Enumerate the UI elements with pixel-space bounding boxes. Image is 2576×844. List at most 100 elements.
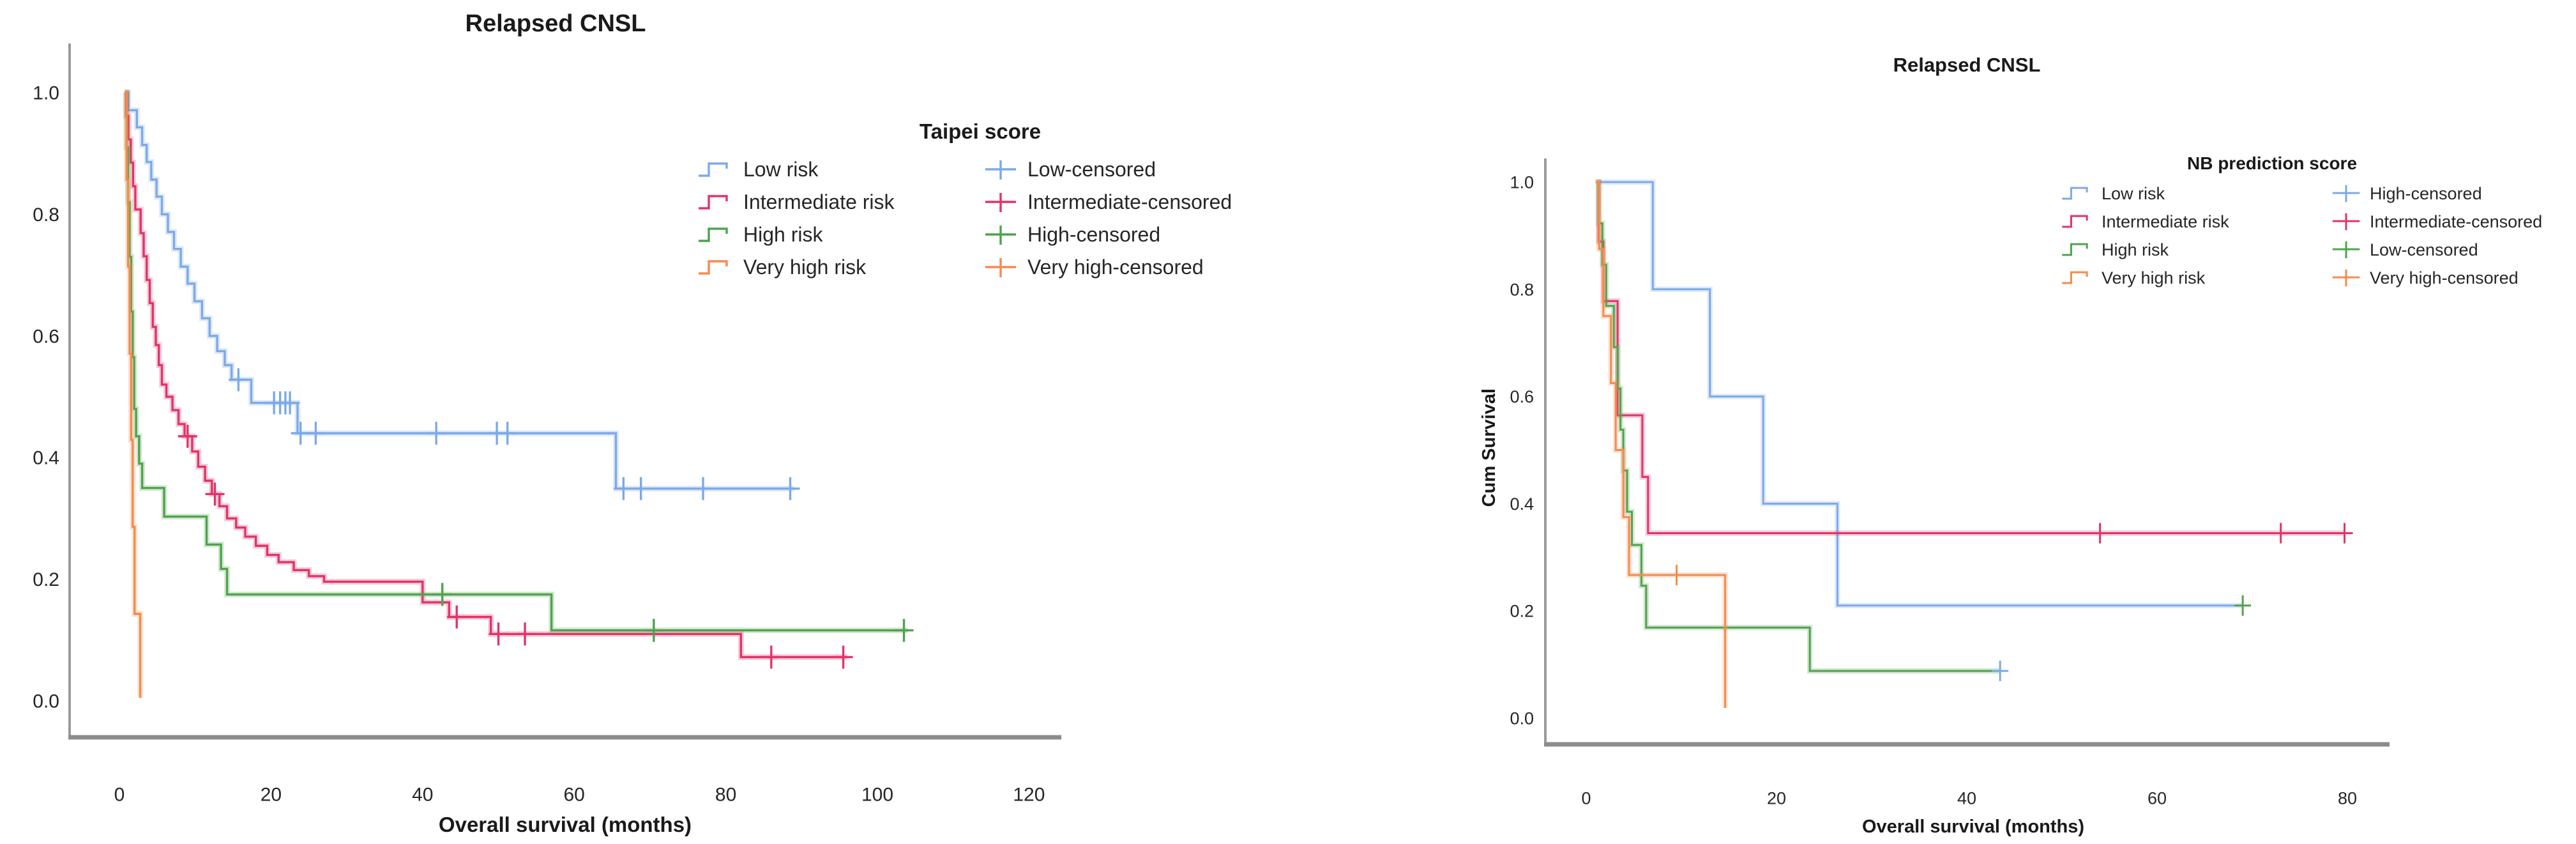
axes [1544,158,2390,747]
censor-marks-high-risk [1992,661,2009,682]
legend-item-high-censored: High-censored [2266,180,2547,208]
legend-item-very-high-censored: Very high-censored [2266,264,2547,292]
legend-label: High risk [743,223,823,246]
censor-marks-low-risk [229,368,800,500]
svg-text:80: 80 [2338,788,2357,808]
svg-text:0.4: 0.4 [1510,495,1534,514]
legend-label: Intermediate-censored [1027,190,1232,213]
svg-text:0: 0 [1581,788,1591,808]
series-low-risk [1597,179,2243,609]
svg-text:100: 100 [861,785,893,806]
legend-label: High-censored [2370,183,2482,203]
right-legend: NB prediction score Low risk High-censor… [1997,152,2547,292]
series-high-risk [123,89,908,634]
svg-text:60: 60 [564,785,585,806]
svg-text:20: 20 [261,785,282,806]
survival-curves [1595,179,2345,709]
legend-label: Low risk [2102,183,2165,203]
right-legend-grid: Low risk High-censored Intermediate risk… [1997,180,2547,292]
svg-text:0.8: 0.8 [1510,280,1534,299]
right-chart-title: Relapsed CNSL [1893,54,2041,76]
svg-text:1.0: 1.0 [33,83,59,104]
legend-item-very-high-risk: Very high risk [693,251,977,284]
step-line-swatch-icon [699,162,728,177]
left-x-axis-title: Overall survival (months) [438,813,692,836]
censor-cross-swatch-icon [985,225,1016,245]
svg-text:0.6: 0.6 [33,326,59,347]
svg-text:40: 40 [412,785,433,806]
legend-item-high-risk: High risk [1997,236,2266,264]
step-line-swatch-icon [699,194,728,210]
legend-label: Intermediate risk [2102,211,2229,231]
legend-label: Very high risk [743,256,867,279]
censor-marks-very-high-risk [1668,564,1685,585]
censor-cross-swatch-icon [985,160,1016,180]
censor-cross-swatch-icon [2332,185,2360,203]
legend-label: Low-censored [1027,158,1156,181]
legend-item-low-risk: Low risk [693,153,977,186]
legend-label: Intermediate risk [743,190,895,213]
series-intermediate-risk [123,89,847,660]
legend-label: Very high-censored [2370,268,2519,288]
svg-text:20: 20 [1767,788,1786,808]
axes [68,43,1061,740]
legend-item-very-high-censored: Very high-censored [977,251,1268,284]
censor-marks-intermediate-risk [2091,523,2353,544]
legend-item-intermediate-risk: Intermediate risk [1997,208,2266,236]
legend-item-intermediate-risk: Intermediate risk [693,186,977,219]
legend-label: High risk [2102,240,2169,259]
censor-cross-swatch-icon [2332,269,2360,287]
legend-item-low-risk: Low risk [1997,180,2266,208]
step-line-swatch-icon [699,227,728,242]
right-legend-title: NB prediction score [2186,153,2358,173]
left-legend-title: Taipei score [919,119,1042,143]
svg-text:60: 60 [2148,788,2167,808]
svg-text:0: 0 [114,785,125,806]
right-x-axis-title: Overall survival (months) [1861,817,2085,837]
svg-text:0.0: 0.0 [33,691,59,712]
x-axis-tick-labels: 0 20 40 60 80 [1581,788,2357,808]
legend-item-high-risk: High risk [693,219,977,251]
series-high-risk [1595,179,2001,674]
survival-curves [123,89,908,698]
step-line-swatch-icon [2062,271,2088,284]
series-very-high-risk [123,89,144,698]
censor-cross-swatch-icon [985,257,1016,277]
legend-item-low-censored: Low-censored [977,153,1268,186]
y-axis-tick-labels: 1.0 0.8 0.6 0.4 0.2 0.0 [1510,173,1534,728]
legend-item-very-high-risk: Very high risk [1997,264,2266,292]
left-chart-title: Relapsed CNSL [465,10,646,37]
legend-item-high-censored: High-censored [977,219,1268,251]
svg-text:120: 120 [1013,785,1045,806]
censor-marks-low-risk [2234,595,2252,616]
censor-marks-high-risk [432,583,914,642]
legend-label: Low-censored [2370,240,2478,259]
legend-label: Low risk [743,158,819,181]
right-y-axis-title: Cum Survival [1479,388,1499,507]
x-axis-tick-labels: 0 20 40 60 80 100 120 [114,785,1045,806]
legend-item-intermediate-censored: Intermediate-censored [977,186,1268,219]
svg-text:0.2: 0.2 [1510,602,1534,621]
left-legend-grid: Low risk Low-censored Intermediate risk … [693,153,1268,284]
censor-cross-swatch-icon [985,192,1016,212]
step-line-swatch-icon [2062,243,2088,256]
svg-text:0.0: 0.0 [1510,709,1534,728]
left-km-plot: 1.0 0.8 0.6 0.4 0.2 0.0 0 20 40 60 80 100 120 [33,43,1061,806]
y-axis-tick-labels: 1.0 0.8 0.6 0.4 0.2 0.0 [33,83,59,712]
right-km-plot: 1.0 0.8 0.6 0.4 0.2 0.0 0 20 40 60 80 [1510,158,2390,808]
svg-text:0.4: 0.4 [33,448,59,469]
svg-text:40: 40 [1957,788,1976,808]
legend-label: Intermediate-censored [2370,211,2543,231]
step-line-swatch-icon [2062,187,2088,200]
legend-label: Very high risk [2102,268,2206,288]
series-very-high-risk [1595,179,1728,709]
svg-text:1.0: 1.0 [1510,173,1534,192]
legend-item-intermediate-censored: Intermediate-censored [2266,208,2547,236]
svg-text:0.2: 0.2 [33,569,59,590]
svg-text:80: 80 [715,785,736,806]
legend-label: High-censored [1027,223,1161,246]
censor-cross-swatch-icon [2332,213,2360,231]
svg-text:0.8: 0.8 [33,204,59,226]
